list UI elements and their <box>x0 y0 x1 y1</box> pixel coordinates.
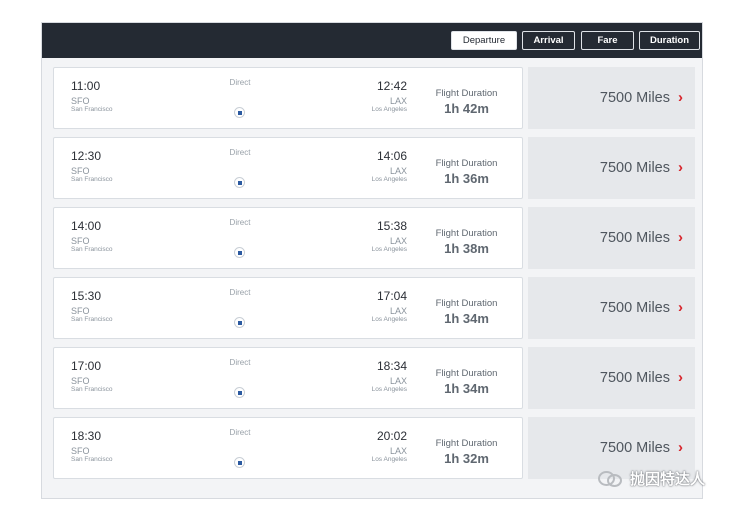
departure-airport-code: SFO <box>71 376 90 386</box>
arrival-city: Los Angeles <box>371 106 407 113</box>
departure-airport-code: SFO <box>71 96 90 106</box>
flight-duration-value: 1h 32m <box>444 451 489 466</box>
arrival-time: 17:04 <box>376 289 407 303</box>
departure-time: 12:30 <box>71 149 102 163</box>
chevron-right-icon: › <box>678 89 683 106</box>
flight-card[interactable]: 11:00 SFO San Francisco Direct 12:42 LAX… <box>53 67 523 129</box>
arrival-airport-code: LAX <box>389 306 407 316</box>
fare-amount: 7500 Miles <box>599 370 670 386</box>
flight-row: 15:30 SFO San Francisco Direct 17:04 LAX… <box>53 277 695 339</box>
stops-label: Direct <box>229 288 251 297</box>
flight-duration-label: Flight Duration <box>435 438 498 449</box>
flight-row: 14:00 SFO San Francisco Direct 15:38 LAX… <box>53 207 695 269</box>
flight-duration-label: Flight Duration <box>435 368 498 379</box>
flight-duration-label: Flight Duration <box>435 228 498 239</box>
airline-logo-icon <box>234 317 245 328</box>
flight-card[interactable]: 18:30 SFO San Francisco Direct 20:02 LAX… <box>53 417 523 479</box>
arrival-airport-code: LAX <box>389 96 407 106</box>
chevron-right-icon: › <box>678 159 683 176</box>
departure-airport-code: SFO <box>71 166 90 176</box>
airline-logo-icon <box>234 177 245 188</box>
departure-time: 11:00 <box>71 79 101 93</box>
fare-select-button[interactable]: 7500 Miles › <box>528 67 695 129</box>
departure-airport-code: SFO <box>71 446 90 456</box>
arrival-time: 12:42 <box>376 79 407 93</box>
sort-duration-button[interactable]: Duration <box>639 31 700 50</box>
flight-duration-value: 1h 38m <box>444 241 489 256</box>
stops-label: Direct <box>229 78 251 87</box>
departure-city: San Francisco <box>71 106 113 113</box>
sort-fare-button[interactable]: Fare <box>581 31 634 50</box>
sort-departure-button[interactable]: Departure <box>451 31 517 50</box>
flight-duration-label: Flight Duration <box>435 158 498 169</box>
fare-select-button[interactable]: 7500 Miles › <box>528 417 695 479</box>
flight-duration-value: 1h 34m <box>444 381 489 396</box>
fare-amount: 7500 Miles <box>599 230 670 246</box>
arrival-airport-code: LAX <box>389 236 407 246</box>
flight-row: 11:00 SFO San Francisco Direct 12:42 LAX… <box>53 67 695 129</box>
chevron-right-icon: › <box>678 369 683 386</box>
flight-card[interactable]: 14:00 SFO San Francisco Direct 15:38 LAX… <box>53 207 523 269</box>
fare-select-button[interactable]: 7500 Miles › <box>528 277 695 339</box>
watermark-text: 抛因特达人 <box>630 470 706 488</box>
arrival-city: Los Angeles <box>371 456 407 463</box>
departure-city: San Francisco <box>71 246 113 253</box>
chevron-right-icon: › <box>678 299 683 316</box>
arrival-time: 14:06 <box>376 149 407 163</box>
fare-select-button[interactable]: 7500 Miles › <box>528 347 695 409</box>
departure-airport-code: SFO <box>71 236 90 246</box>
departure-time: 15:30 <box>71 289 102 303</box>
airline-logo-icon <box>234 107 245 118</box>
wechat-icon <box>598 469 624 487</box>
fare-amount: 7500 Miles <box>599 300 670 316</box>
departure-time: 18:30 <box>71 429 102 443</box>
chevron-right-icon: › <box>678 229 683 246</box>
flight-card[interactable]: 17:00 SFO San Francisco Direct 18:34 LAX… <box>53 347 523 409</box>
flight-duration-value: 1h 36m <box>444 171 489 186</box>
sort-toolbar: Departure Arrival Fare Duration <box>42 23 702 58</box>
departure-city: San Francisco <box>71 316 113 323</box>
chevron-right-icon: › <box>678 439 683 456</box>
departure-time: 17:00 <box>71 359 102 373</box>
fare-amount: 7500 Miles <box>599 440 670 456</box>
flight-duration-value: 1h 34m <box>444 311 489 326</box>
stops-label: Direct <box>229 358 251 367</box>
fare-select-button[interactable]: 7500 Miles › <box>528 137 695 199</box>
arrival-airport-code: LAX <box>389 166 407 176</box>
fare-amount: 7500 Miles <box>599 160 670 176</box>
flight-results-panel: Departure Arrival Fare Duration 11:00 SF… <box>41 22 703 499</box>
flight-row: 12:30 SFO San Francisco Direct 14:06 LAX… <box>53 137 695 199</box>
airline-logo-icon <box>234 247 245 258</box>
arrival-city: Los Angeles <box>371 176 407 183</box>
arrival-time: 15:38 <box>376 219 407 233</box>
flight-duration-label: Flight Duration <box>435 88 498 99</box>
watermark: 抛因特达人 <box>598 466 705 490</box>
departure-city: San Francisco <box>71 386 113 393</box>
flight-card[interactable]: 12:30 SFO San Francisco Direct 14:06 LAX… <box>53 137 523 199</box>
flight-duration-label: Flight Duration <box>435 298 498 309</box>
arrival-city: Los Angeles <box>371 246 407 253</box>
arrival-time: 20:02 <box>376 429 407 443</box>
departure-airport-code: SFO <box>71 306 90 316</box>
stops-label: Direct <box>229 218 251 227</box>
fare-amount: 7500 Miles <box>599 90 670 106</box>
arrival-airport-code: LAX <box>389 446 407 456</box>
departure-city: San Francisco <box>71 176 113 183</box>
airline-logo-icon <box>234 387 245 398</box>
flight-duration-value: 1h 42m <box>444 101 489 116</box>
arrival-time: 18:34 <box>376 359 407 373</box>
flight-row: 17:00 SFO San Francisco Direct 18:34 LAX… <box>53 347 695 409</box>
flight-card[interactable]: 15:30 SFO San Francisco Direct 17:04 LAX… <box>53 277 523 339</box>
flight-row: 18:30 SFO San Francisco Direct 20:02 LAX… <box>53 417 695 479</box>
airline-logo-icon <box>234 457 245 468</box>
arrival-city: Los Angeles <box>371 386 407 393</box>
arrival-city: Los Angeles <box>371 316 407 323</box>
fare-select-button[interactable]: 7500 Miles › <box>528 207 695 269</box>
departure-time: 14:00 <box>71 219 102 233</box>
stops-label: Direct <box>229 148 251 157</box>
stops-label: Direct <box>229 428 251 437</box>
arrival-airport-code: LAX <box>389 376 407 386</box>
sort-arrival-button[interactable]: Arrival <box>522 31 575 50</box>
departure-city: San Francisco <box>71 456 113 463</box>
